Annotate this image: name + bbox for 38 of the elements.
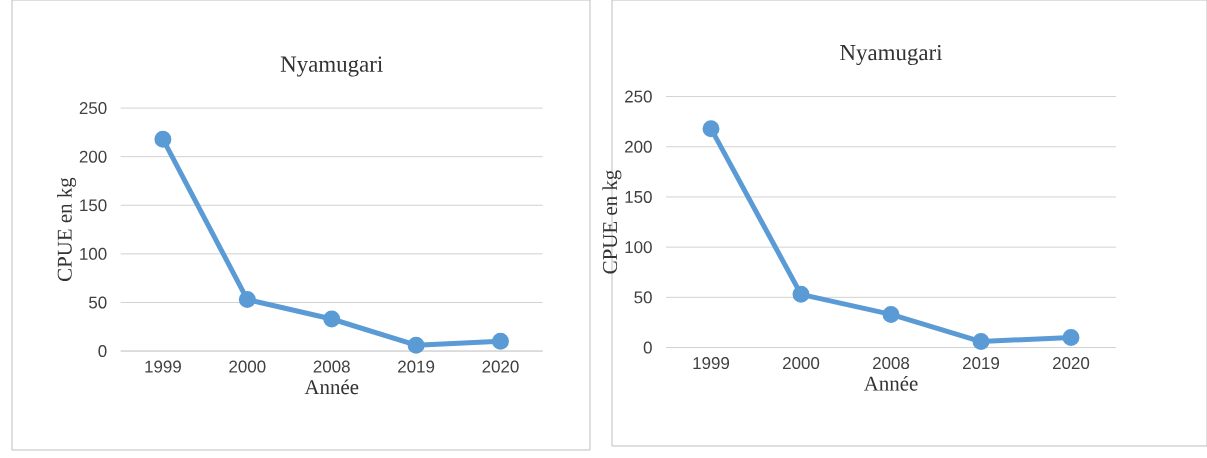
point bbox=[154, 130, 172, 148]
x-tick-label: 2019 bbox=[963, 357, 1000, 370]
y-tick-label: 150 bbox=[80, 199, 107, 212]
x-tick-label: 2008 bbox=[873, 357, 910, 370]
chart-title: Nyamugari bbox=[840, 44, 943, 66]
point bbox=[407, 336, 425, 354]
point bbox=[882, 305, 900, 323]
y-tick-label: 50 bbox=[634, 291, 652, 304]
y-axis-title: CPUE en kg bbox=[57, 177, 77, 282]
point bbox=[238, 291, 256, 309]
x-tick-label: 2000 bbox=[783, 357, 820, 370]
y-tick-label: 200 bbox=[625, 140, 652, 153]
point bbox=[702, 120, 720, 138]
point bbox=[323, 310, 341, 328]
point bbox=[792, 285, 810, 303]
y-tick-label: 150 bbox=[625, 190, 652, 203]
x-axis-title: Année bbox=[863, 375, 918, 391]
chart-title: Nyamugari bbox=[280, 56, 383, 77]
y-tick-label: 250 bbox=[79, 102, 107, 115]
point bbox=[1062, 329, 1080, 346]
y-tick-label: 200 bbox=[79, 150, 107, 163]
x-tick-label: 2020 bbox=[482, 360, 519, 373]
y-tick-label: 100 bbox=[80, 247, 107, 260]
y-tick-label: 50 bbox=[89, 296, 107, 309]
x-tick-label: 2000 bbox=[229, 360, 266, 373]
y-tick-label: 250 bbox=[625, 90, 652, 103]
y-tick-label: 100 bbox=[625, 241, 652, 254]
point bbox=[492, 332, 509, 350]
y-tick-label: 0 bbox=[643, 341, 652, 354]
x-tick-label: 1999 bbox=[693, 357, 730, 370]
point bbox=[972, 333, 990, 350]
y-axis-title: CPUE en kg bbox=[602, 170, 622, 274]
y-tick-label: 0 bbox=[98, 345, 107, 358]
x-axis-title: Année bbox=[304, 379, 359, 395]
x-tick-label: 2020 bbox=[1053, 357, 1090, 370]
x-tick-label: 2019 bbox=[398, 360, 435, 373]
x-tick-label: 2008 bbox=[313, 360, 350, 373]
x-tick-label: 1999 bbox=[145, 360, 181, 373]
